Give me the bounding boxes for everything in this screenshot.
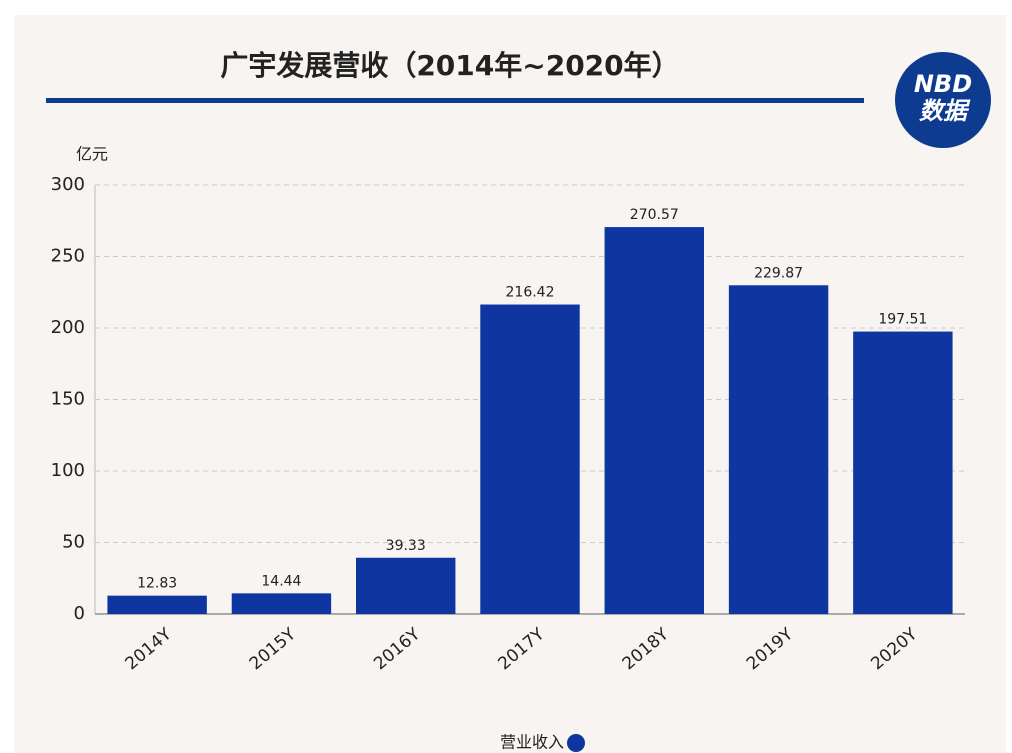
- y-unit: 亿元: [76, 145, 108, 164]
- value-label: 197.51: [878, 312, 927, 328]
- value-label: 39.33: [386, 538, 426, 554]
- bar: [728, 285, 829, 614]
- value-label: 14.44: [261, 573, 301, 589]
- bar: [107, 595, 207, 614]
- y-tick-label: 200: [51, 317, 85, 338]
- value-label: 12.83: [137, 576, 177, 592]
- value-label: 229.87: [754, 265, 803, 281]
- bar: [231, 593, 332, 614]
- bar: [480, 304, 580, 614]
- y-tick-label: 150: [51, 389, 85, 410]
- y-tick-label: 50: [62, 532, 85, 553]
- legend-label: 营业收入: [500, 733, 564, 752]
- value-label: 270.57: [630, 207, 679, 223]
- title-underline: [46, 98, 864, 103]
- y-tick-label: 0: [74, 603, 85, 624]
- legend-marker: [567, 734, 585, 752]
- logo-circle: [895, 52, 991, 148]
- bar: [853, 331, 953, 614]
- value-label: 216.42: [506, 285, 555, 301]
- bar: [604, 227, 704, 614]
- logo-text: NBD: [914, 70, 972, 98]
- y-tick-label: 250: [51, 246, 85, 267]
- y-tick-label: 300: [51, 174, 85, 195]
- y-tick-label: 100: [51, 460, 85, 481]
- logo-text: 数据: [919, 97, 971, 125]
- bar: [356, 557, 456, 614]
- chart-title: 广宇发展营收（2014年~2020年）: [220, 49, 679, 82]
